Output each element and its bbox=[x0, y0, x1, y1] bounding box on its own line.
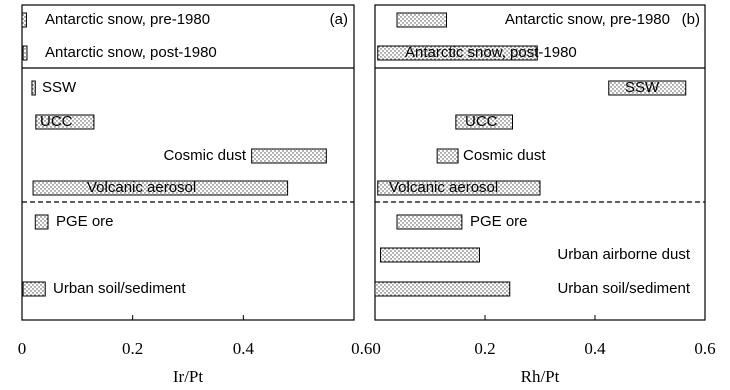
category-label: UCC bbox=[465, 113, 498, 130]
category-label: SSW bbox=[625, 79, 660, 96]
x-tick-label: 0 bbox=[18, 339, 27, 358]
category-label: Volcanic aerosol bbox=[87, 179, 196, 196]
category-label: Urban airborne dust bbox=[557, 246, 690, 263]
category-label: Urban soil/sediment bbox=[53, 280, 186, 297]
category-label: Urban soil/sediment bbox=[557, 280, 690, 297]
plot-frame bbox=[21, 4, 355, 321]
range-bar bbox=[31, 80, 36, 96]
range-bar bbox=[22, 45, 28, 61]
range-bar bbox=[396, 12, 447, 28]
category-label: Cosmic dust bbox=[163, 147, 246, 164]
range-bar bbox=[34, 214, 49, 230]
range-bar bbox=[377, 45, 538, 61]
category-label: PGE ore bbox=[56, 213, 114, 230]
category-label: Antarctic snow, post-1980 bbox=[405, 44, 577, 61]
range-bar bbox=[396, 214, 463, 230]
category-label: SSW bbox=[42, 79, 77, 96]
x-axis-label: Rh/Pt bbox=[521, 367, 560, 386]
x-tick-label: 0.2 bbox=[122, 339, 143, 358]
panel-label: (b) bbox=[682, 11, 700, 28]
x-tick-label: 0.2 bbox=[474, 339, 495, 358]
range-bar bbox=[377, 180, 541, 196]
range-bar bbox=[374, 281, 511, 297]
category-label: Antarctic snow, post-1980 bbox=[45, 44, 217, 61]
category-label: PGE ore bbox=[470, 213, 528, 230]
category-label: Antarctic snow, pre-1980 bbox=[505, 11, 670, 28]
x-tick-label: 0.4 bbox=[233, 339, 255, 358]
range-bar bbox=[251, 148, 327, 164]
category-label: UCC bbox=[40, 113, 73, 130]
x-tick-label: 0.6 bbox=[694, 339, 715, 358]
range-bar bbox=[436, 148, 459, 164]
range-bar bbox=[32, 180, 289, 196]
x-tick-label: 0.60 bbox=[351, 339, 381, 358]
x-axis-label: Ir/Pt bbox=[173, 367, 204, 386]
category-label: Antarctic snow, pre-1980 bbox=[45, 11, 210, 28]
range-bar bbox=[35, 114, 95, 130]
range-bar bbox=[21, 12, 27, 28]
category-label: Cosmic dust bbox=[463, 147, 546, 164]
range-bar bbox=[380, 247, 480, 263]
range-bar bbox=[455, 114, 514, 130]
range-bar bbox=[608, 80, 687, 96]
plot-frame bbox=[374, 4, 706, 321]
range-bar bbox=[22, 281, 46, 297]
panel-label: (a) bbox=[330, 11, 348, 28]
category-label: Volcanic aerosol bbox=[389, 179, 498, 196]
x-tick-label: 0.4 bbox=[584, 339, 606, 358]
